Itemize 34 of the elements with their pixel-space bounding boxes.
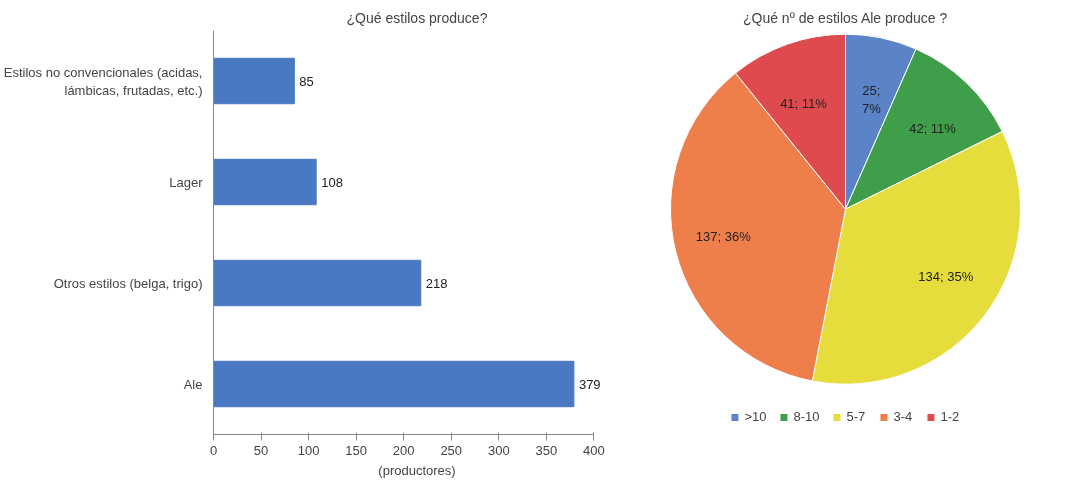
data-label: 25; 7% (862, 83, 882, 117)
x-tick-label: 350 (535, 442, 558, 458)
y-tick-label: Ale (183, 376, 203, 392)
bar (213, 158, 317, 206)
x-tick-label: 400 (583, 442, 605, 458)
x-tick-label: 100 (297, 442, 320, 458)
legend-label: 1-2 (940, 409, 961, 424)
legend-label: 5-7 (846, 409, 867, 424)
x-axis-title: (productores) (378, 462, 456, 478)
x-tick-label: 150 (345, 442, 367, 458)
data-label: 137; 36% (695, 228, 752, 244)
bar (213, 57, 295, 105)
y-tick-label: Lager (169, 174, 204, 190)
data-label: 108 (321, 174, 343, 190)
bar (213, 259, 422, 307)
x-tick-label: 0 (209, 442, 218, 458)
y-tick-label: Estilos no convencionales (acidas, lámbicas, frutadas, etc.) (3, 64, 203, 98)
data-label: 85 (299, 73, 314, 89)
legend-label: 3-4 (893, 409, 914, 424)
x-tick-label: 300 (487, 442, 510, 458)
chart-title: ¿Qué nº de estilos Ale produce ? (742, 9, 948, 26)
data-label: 379 (578, 376, 601, 392)
x-tick-label: 50 (253, 442, 269, 458)
data-label: 134; 35% (918, 269, 974, 285)
legend-label: 8-10 (793, 409, 820, 424)
y-tick-label: Otros estilos (belga, trigo) (53, 275, 203, 291)
legend-label: >10 (744, 409, 767, 424)
data-label: 41; 11% (780, 96, 828, 112)
bar (213, 360, 575, 408)
chart-title: ¿Qué estilos produce? (346, 9, 488, 26)
data-label: 42; 11% (909, 120, 957, 136)
data-label: 218 (425, 275, 448, 291)
x-tick-label: 250 (440, 442, 463, 458)
x-tick-label: 200 (392, 442, 415, 458)
